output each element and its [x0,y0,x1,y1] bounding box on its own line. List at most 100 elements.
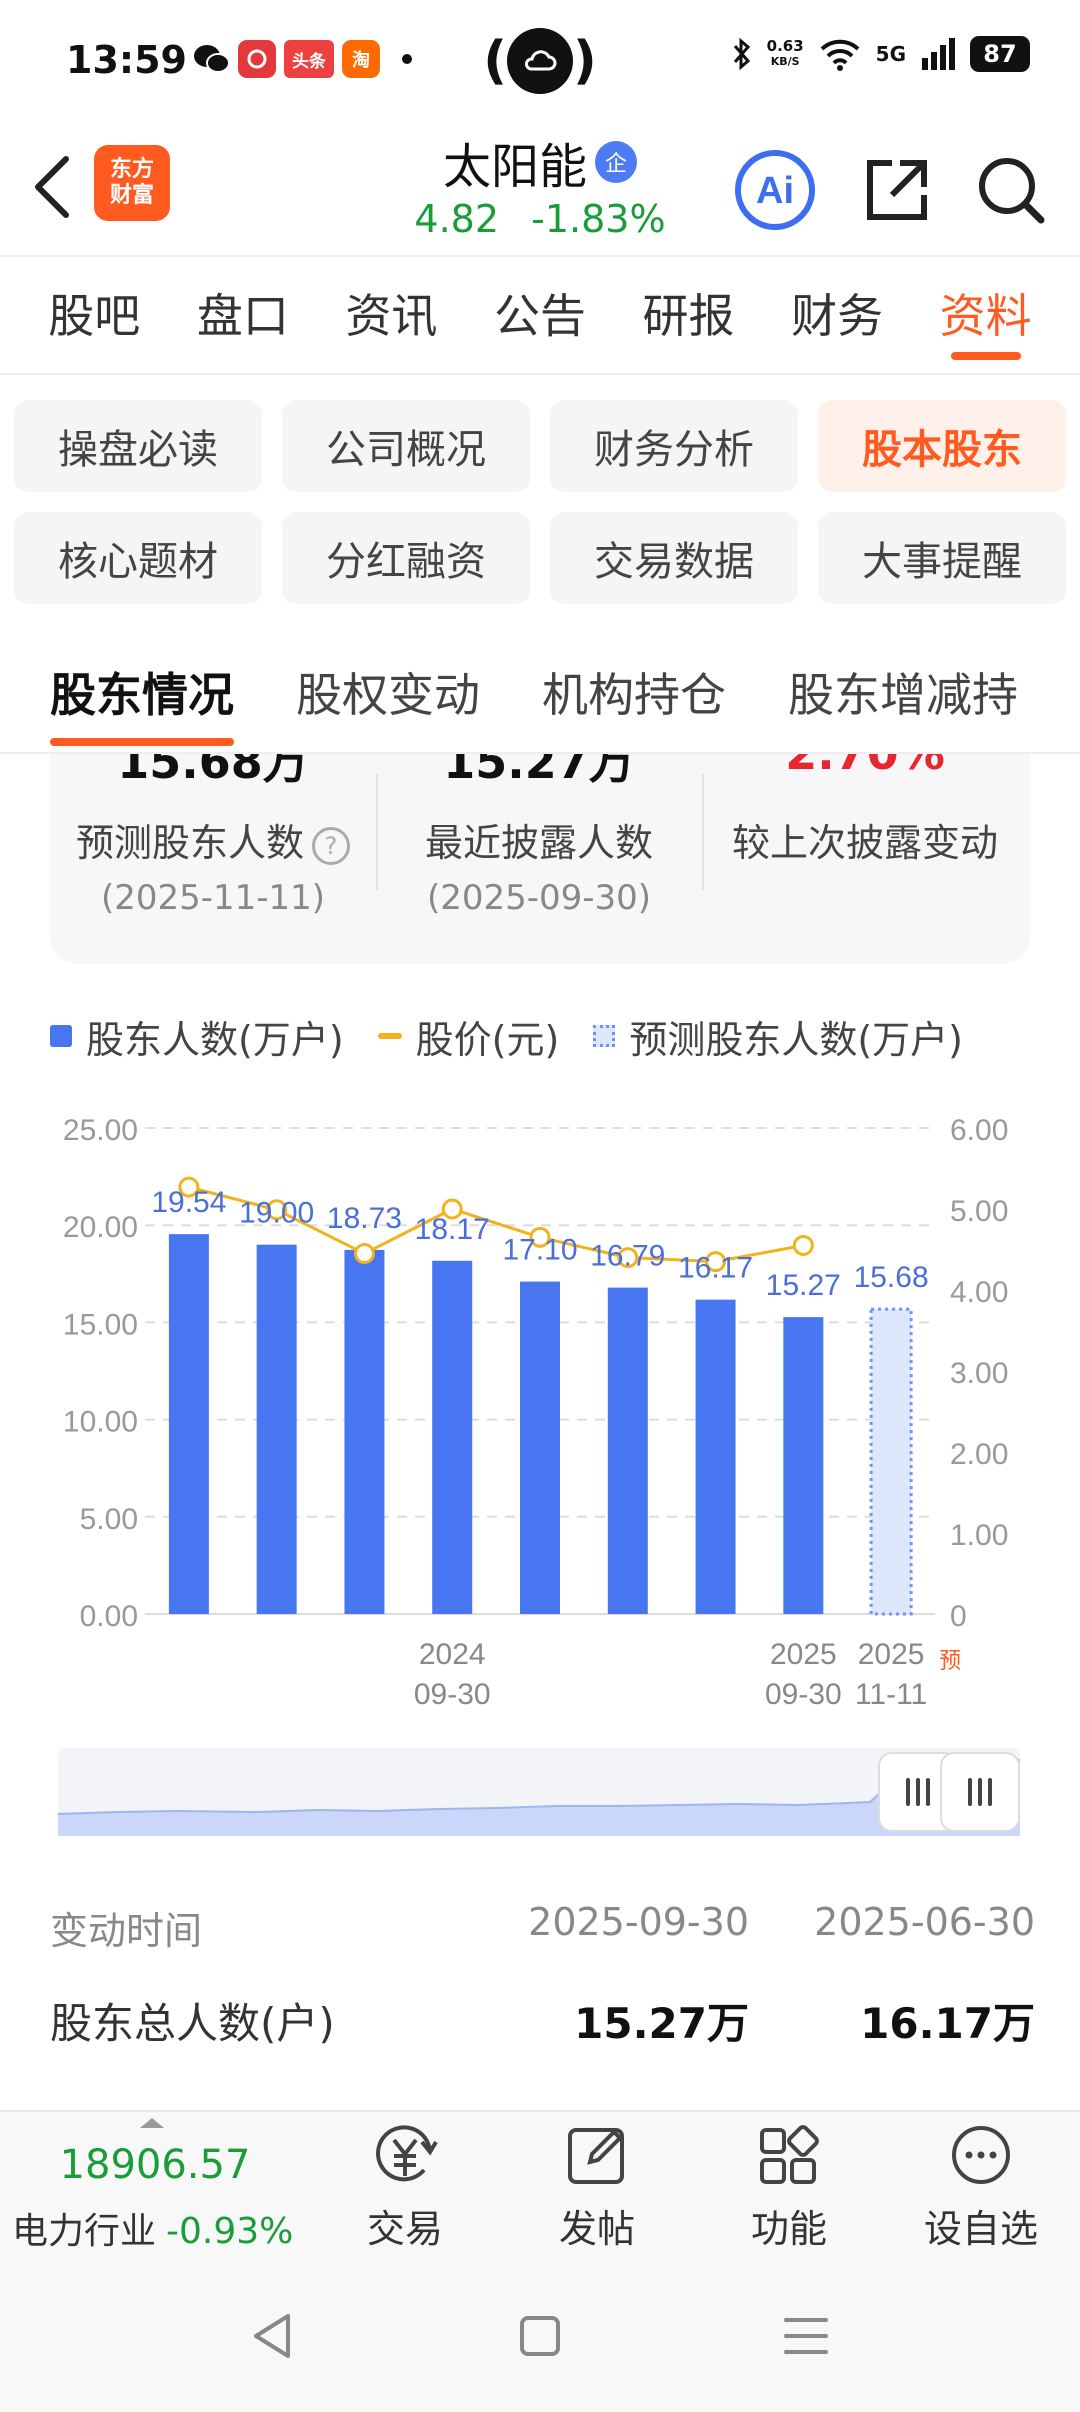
enterprise-badge-icon: 企 [595,141,637,183]
subtab-financial-analysis[interactable]: 财务分析 [550,400,798,492]
x-tick-label-date: 09-30 [414,1678,491,1711]
legend-forecast-swatch [593,1025,616,1047]
trade-icon [370,2120,440,2190]
holder-bar [168,1234,209,1614]
ai-icon: Ai [735,150,815,230]
stat-change-vs-last: 2.70% 较上次披露变动 [702,754,1028,964]
net-speed: 0.63 KB/S [767,38,804,70]
ai-label: Ai [756,170,794,212]
y-right-tick: 4.00 [950,1276,1008,1309]
divider [0,752,1080,754]
stat-latest-disclosed: 15.27万 最近披露人数 (2025-09-30) [376,754,702,964]
wifi-icon [820,39,860,71]
price-point [792,1234,814,1256]
stat-label-text: 预测股东人数 [75,821,304,865]
search-button[interactable] [966,145,1056,235]
col-header-period-1: 2025-09-30 [528,1900,749,1944]
notification-dot-icon [402,54,412,64]
stat-forecast-holders: 15.68万 预测股东人数? (2025-11-11) [50,754,376,964]
tab-finance[interactable]: 财务 [791,289,884,343]
status-app-icons: 头条 淘 [192,40,412,78]
share-button[interactable] [852,145,942,235]
tab-holder-situation[interactable]: 股东情况 [50,650,234,754]
holder-bar [607,1287,648,1614]
status-bar: 13:59 头条 淘 ( ) 0.63 KB/S 5G 87 [0,0,1080,125]
y-right-tick: 3.00 [950,1357,1008,1390]
bar-value-label: 15.27 [766,1269,841,1302]
tab-pankou[interactable]: 盘口 [196,289,289,343]
help-icon[interactable]: ? [312,826,350,865]
x-tick-label-year: 2025 [770,1638,837,1671]
back-button[interactable] [22,147,82,227]
y-left-tick: 25.00 [63,1114,138,1147]
row-label-total-holders: 股东总人数(户) [50,1999,335,2048]
sector-name: 电力行业 [12,2211,157,2252]
y-right-tick: 2.00 [950,1438,1008,1471]
chart-legend: 股东人数(万户) 股价(元) 预测股东人数(万户) [50,1006,1080,1066]
network-type: 5G [875,42,906,66]
tab-news[interactable]: 资讯 [345,289,438,343]
more-dots-icon [946,2120,1016,2190]
legend-forecast[interactable]: 预测股东人数(万户) [593,1009,963,1064]
chart-range-selector[interactable] [57,1748,1021,1836]
holder-bar [256,1244,297,1614]
stat-date: (2025-09-30) [426,878,652,918]
add-watchlist-label: 设自选 [923,2207,1038,2251]
status-time: 13:59 [66,38,187,82]
sector-index[interactable]: 18906.57 电力行业 -0.93% [0,2112,310,2264]
caret-up-icon [140,2118,164,2128]
holder-count-chart[interactable]: 25.00 20.00 15.00 10.00 5.00 0.00 6.00 5.00 4.00… [0,1090,1080,1720]
holder-bar [520,1281,560,1614]
trade-button[interactable]: 交易 [330,2120,480,2260]
add-watchlist-button[interactable]: 设自选 [906,2120,1056,2260]
sector-index-label: 电力行业 -0.93% [12,2202,293,2254]
weather-cloud-icon [507,28,573,94]
legend-price[interactable]: 股价(元) [377,1009,559,1064]
tab-research[interactable]: 研报 [642,289,735,343]
holder-bar [783,1317,824,1614]
col-header-period-2: 2025-06-30 [814,1900,1035,1944]
dynamic-island: ( ) [478,22,602,100]
subtab-core-themes[interactable]: 核心题材 [14,512,262,604]
stat-label: 预测股东人数? [50,812,376,867]
bar-value-label: 16.17 [678,1252,753,1285]
legend-line-swatch [377,1033,402,1039]
range-handle-right[interactable] [940,1752,1020,1832]
nav-menu-button[interactable] [766,2306,846,2366]
system-navigation-bar [0,2262,1080,2412]
subtab-dividends-financing[interactable]: 分红融资 [282,512,530,604]
subtab-company-overview[interactable]: 公司概况 [282,400,530,492]
tab-equity-changes[interactable]: 股权变动 [296,668,480,722]
y-left-tick: 0.00 [80,1600,138,1633]
stock-quote: 4.82 -1.83% [0,197,1080,241]
nav-home-button[interactable] [500,2306,580,2366]
nav-back-button[interactable] [232,2306,312,2366]
holder-table-header: 变动时间 2025-09-30 2025-06-30 [50,1900,1035,1960]
status-indicators: 0.63 KB/S 5G 87 [731,36,1030,72]
tab-institutional-holdings[interactable]: 机构持仓 [542,668,726,722]
tab-profile[interactable]: 资料 [940,258,1032,374]
price-point [178,1176,200,1198]
stat-label: 最近披露人数 [424,821,653,865]
subtab-share-capital-holders[interactable]: 股本股东 [818,400,1066,492]
x-tick-label-year: 2025 [858,1638,925,1671]
tab-guba[interactable]: 股吧 [48,289,141,343]
tab-holder-increase-decrease[interactable]: 股东增减持 [788,668,1018,722]
subtab-trading-data[interactable]: 交易数据 [550,512,798,604]
legend-holders[interactable]: 股东人数(万户) [50,1009,344,1064]
subtab-trading-must-read[interactable]: 操盘必读 [14,400,262,492]
eastmoney-logo[interactable]: 东方 财富 [94,145,170,221]
row-value-period-2: 16.17万 [860,1999,1035,2048]
bar-value-label: 19.00 [239,1197,314,1230]
tab-announcements[interactable]: 公告 [493,289,586,343]
stock-price: 4.82 [414,197,500,241]
share-icon [867,160,927,220]
subtab-major-events[interactable]: 大事提醒 [818,512,1066,604]
stock-name-wrap: 太阳能 企 [443,127,637,197]
stat-date: (2025-11-11) [100,878,326,918]
x-tick-label-year: 2024 [419,1638,486,1671]
bluetooth-icon [733,37,750,71]
ai-button[interactable]: Ai [730,145,820,235]
post-button[interactable]: 发帖 [522,2120,672,2260]
function-button[interactable]: 功能 [714,2120,864,2260]
